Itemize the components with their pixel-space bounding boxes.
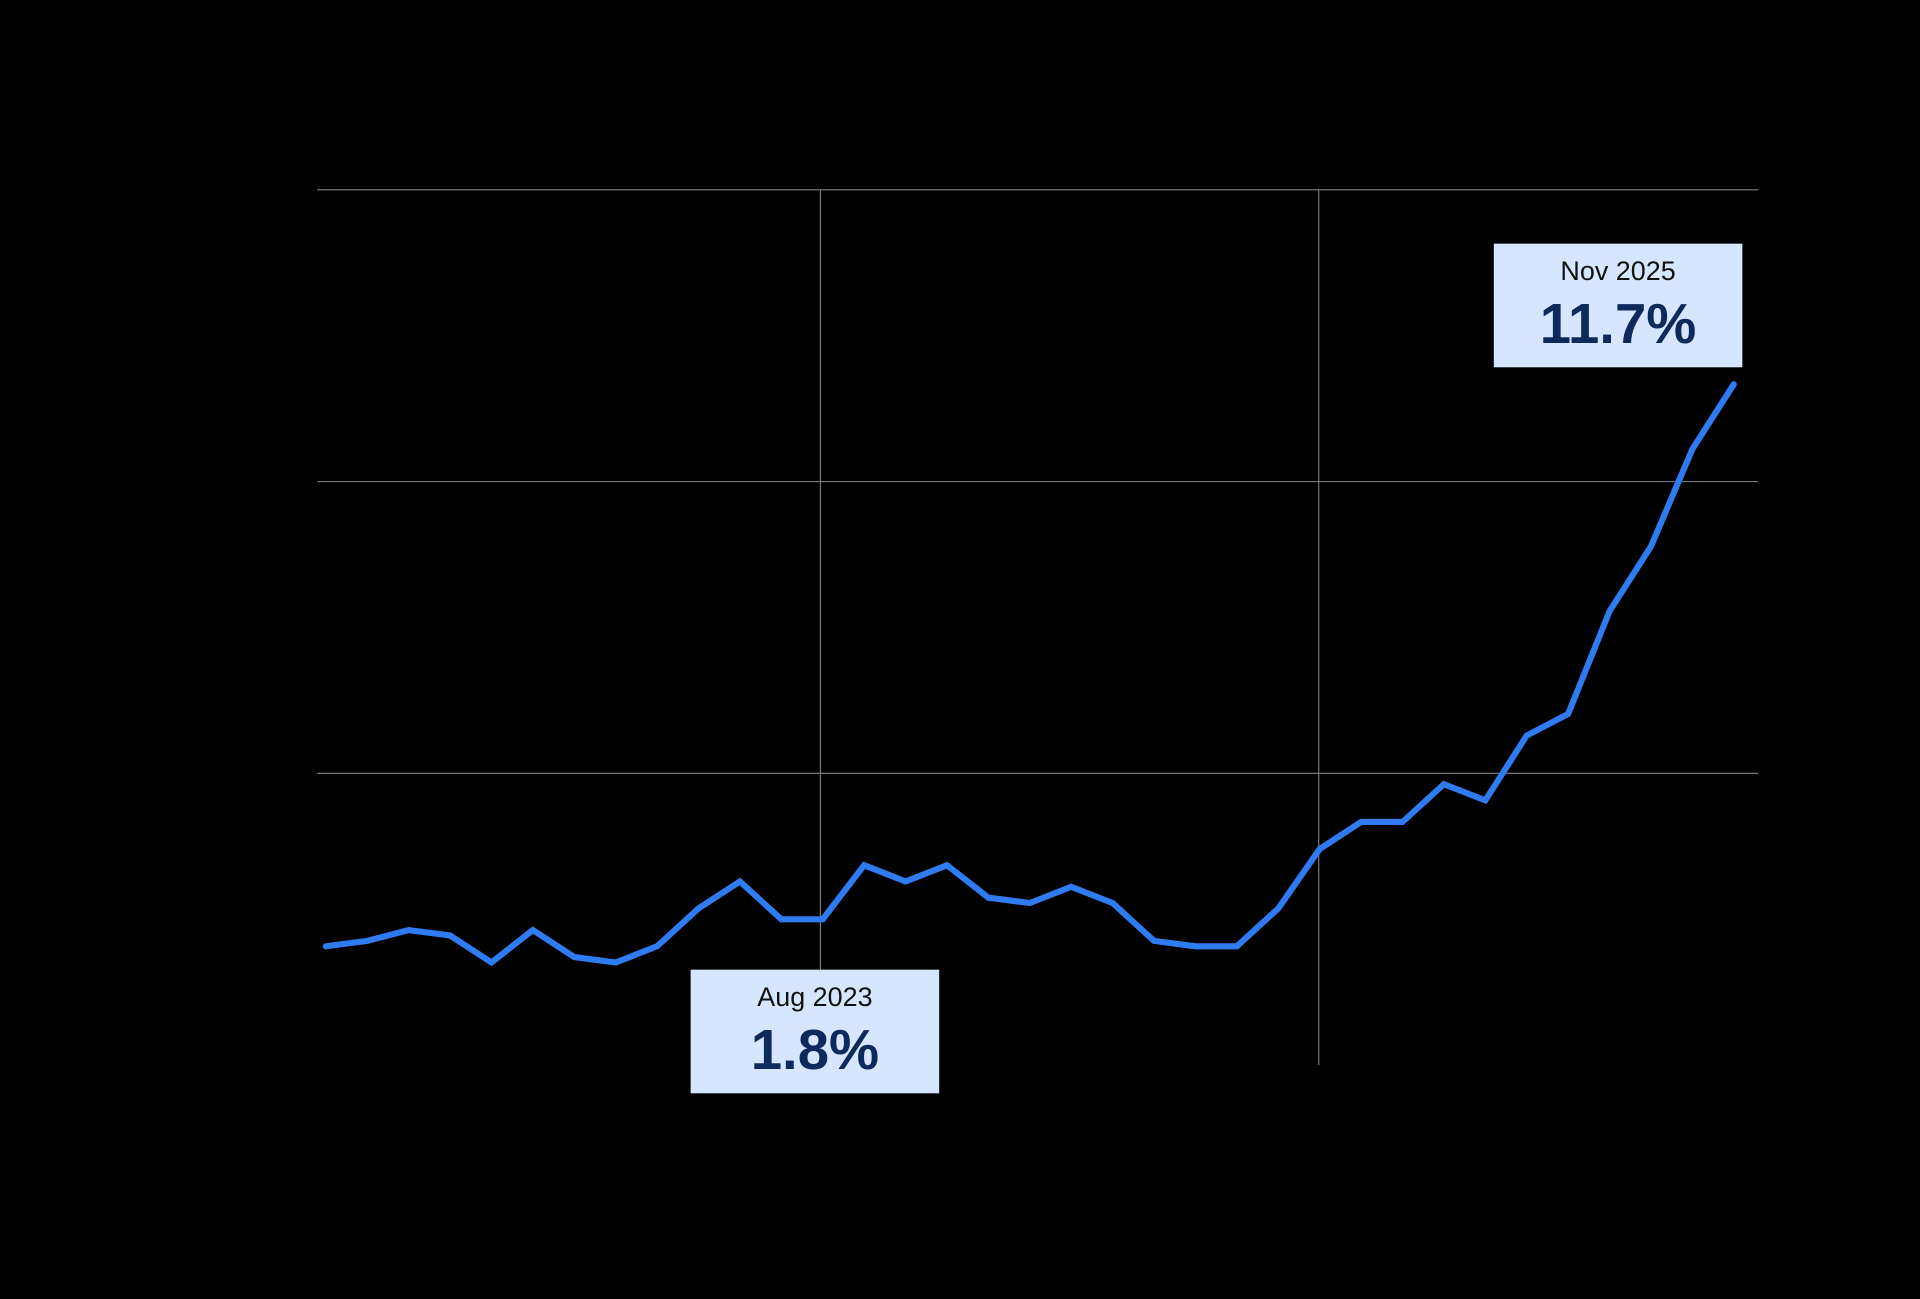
annotation-box: [1493, 243, 1743, 368]
annotation-date: Aug 2023: [757, 982, 872, 1012]
line-series: [322, 381, 1737, 967]
annotation-box: [690, 969, 940, 1094]
annotation-value: 11.7%: [1540, 292, 1697, 355]
annotation-value: 1.8%: [751, 1018, 879, 1081]
annotation-date: Nov 2025: [1560, 256, 1675, 286]
